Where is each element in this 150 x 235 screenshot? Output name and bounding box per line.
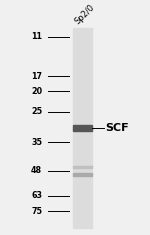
Bar — [73, 28, 92, 228]
Text: 25: 25 — [31, 107, 42, 116]
Text: 35: 35 — [31, 137, 42, 147]
Bar — [73, 166, 92, 168]
Text: 11: 11 — [31, 32, 42, 41]
Bar — [73, 173, 92, 176]
Text: Sp2/0: Sp2/0 — [73, 3, 96, 26]
Text: 20: 20 — [31, 87, 42, 96]
Text: 63: 63 — [31, 191, 42, 200]
Text: 48: 48 — [31, 166, 42, 175]
Text: 17: 17 — [31, 72, 42, 81]
Text: 75: 75 — [31, 207, 42, 216]
Text: SCF: SCF — [106, 123, 129, 133]
Bar — [73, 125, 92, 131]
